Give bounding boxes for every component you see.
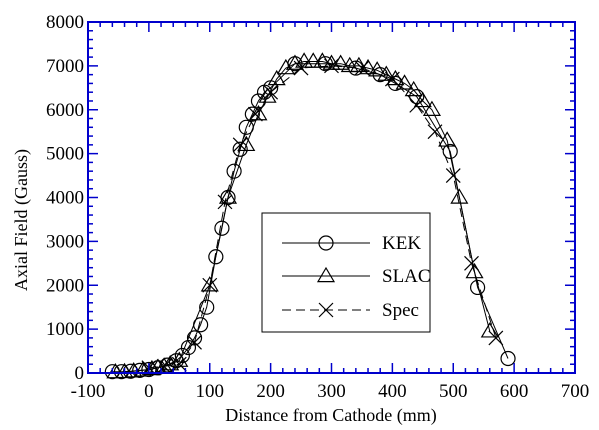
y-tick-label: 0 bbox=[75, 363, 85, 384]
data-point bbox=[267, 69, 286, 86]
data-point bbox=[340, 56, 359, 73]
data-point bbox=[174, 347, 190, 364]
data-point bbox=[171, 356, 187, 372]
y-tick-label: 6000 bbox=[46, 100, 84, 121]
data-point bbox=[217, 194, 233, 210]
data-point bbox=[404, 80, 423, 97]
data-point bbox=[413, 91, 432, 108]
data-point bbox=[427, 124, 443, 140]
data-point bbox=[106, 362, 125, 379]
legend: KEK SLAC Spec bbox=[261, 212, 431, 333]
y-tick-label: 5000 bbox=[46, 144, 84, 165]
data-point bbox=[368, 61, 387, 77]
data-point bbox=[214, 220, 230, 236]
series-layer bbox=[104, 52, 516, 380]
x-tick-label: 400 bbox=[378, 381, 407, 402]
legend-item-slac: SLAC bbox=[282, 266, 431, 287]
data-point bbox=[232, 137, 248, 153]
y-tick-label: 4000 bbox=[46, 188, 84, 209]
legend-label: KEK bbox=[382, 233, 421, 254]
data-point bbox=[202, 277, 218, 293]
data-point bbox=[199, 299, 215, 315]
data-point bbox=[226, 163, 242, 179]
data-point bbox=[409, 97, 425, 113]
series-line-spec bbox=[148, 65, 497, 369]
y-tick-label: 8000 bbox=[46, 12, 84, 33]
data-point bbox=[438, 131, 457, 147]
data-point bbox=[488, 330, 504, 346]
data-point bbox=[218, 188, 238, 204]
data-point bbox=[258, 87, 277, 103]
axes-layer: -100 0 100 200 300 400 500 600 70001000200030004… bbox=[46, 12, 589, 402]
data-point bbox=[464, 255, 479, 271]
data-point bbox=[377, 65, 396, 81]
legend-box bbox=[261, 212, 431, 333]
data-point bbox=[186, 330, 203, 346]
data-point bbox=[187, 334, 202, 350]
legend-item-spec: Spec bbox=[282, 300, 419, 321]
data-point bbox=[293, 60, 309, 76]
x-tick-label: 200 bbox=[256, 381, 285, 402]
data-point bbox=[276, 58, 295, 75]
x-tick-label: 300 bbox=[317, 381, 346, 402]
data-point bbox=[445, 168, 461, 183]
data-point bbox=[324, 58, 339, 74]
data-point bbox=[161, 355, 180, 371]
x-tick-label: 600 bbox=[500, 381, 529, 402]
data-point bbox=[465, 262, 484, 279]
legend-marker bbox=[316, 266, 336, 283]
legend-item-kek: KEK bbox=[282, 233, 421, 254]
data-point bbox=[232, 141, 248, 157]
data-point bbox=[156, 358, 172, 374]
y-tick-label: 2000 bbox=[46, 275, 84, 296]
x-tick-label: 500 bbox=[439, 381, 468, 402]
y-tick-label: 7000 bbox=[46, 56, 84, 77]
data-point bbox=[422, 100, 441, 116]
data-point bbox=[115, 362, 134, 379]
data-point bbox=[295, 52, 314, 68]
data-point bbox=[247, 106, 263, 122]
legend-marker bbox=[318, 302, 334, 318]
data-point bbox=[208, 249, 224, 265]
x-tick-label: 100 bbox=[196, 381, 225, 402]
data-point bbox=[354, 60, 370, 76]
legend-marker bbox=[318, 235, 334, 251]
y-tick-label: 3000 bbox=[46, 231, 84, 252]
data-point bbox=[395, 74, 414, 90]
data-point bbox=[331, 54, 350, 70]
data-point bbox=[500, 350, 516, 367]
data-point bbox=[200, 276, 219, 292]
x-tick-label: -100 bbox=[71, 381, 106, 402]
data-point bbox=[442, 143, 458, 160]
series-spec bbox=[141, 58, 504, 376]
x-tick-label: 700 bbox=[561, 381, 590, 402]
y-axis-title: Axial Field (Gauss) bbox=[11, 149, 32, 291]
legend-label: SLAC bbox=[382, 266, 431, 287]
x-tick-label: 0 bbox=[144, 381, 154, 402]
data-point bbox=[263, 84, 279, 100]
x-axis-title: Distance from Cathode (mm) bbox=[225, 405, 436, 426]
legend-label: Spec bbox=[382, 300, 419, 321]
y-tick-label: 1000 bbox=[46, 319, 84, 340]
data-point bbox=[384, 71, 400, 87]
